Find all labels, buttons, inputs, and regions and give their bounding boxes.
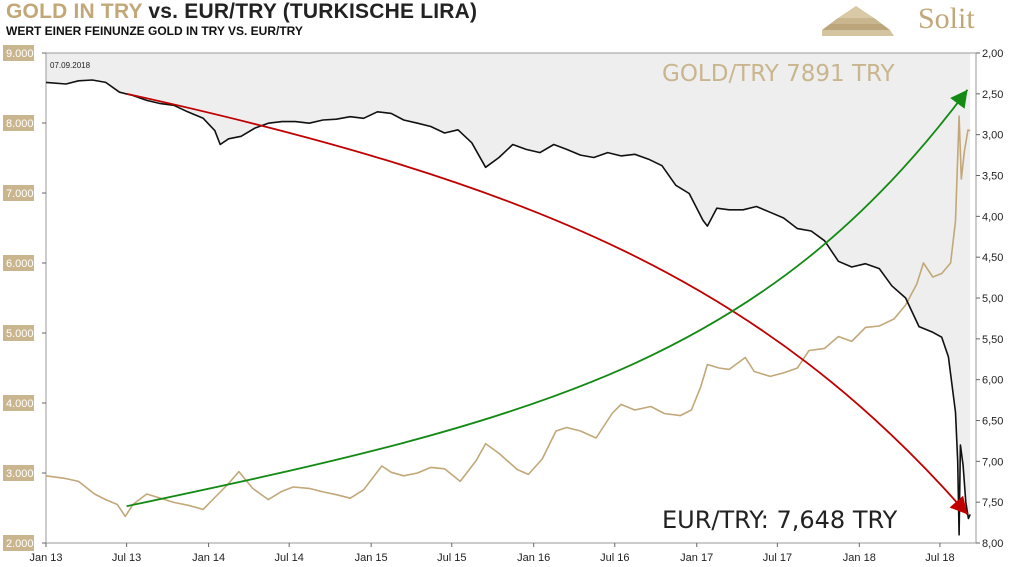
y-left-tick-label: 3.000 bbox=[6, 468, 34, 480]
y-right-tick-label: 2,50 bbox=[982, 89, 1003, 101]
y-left-tick-label: 8.000 bbox=[6, 118, 34, 130]
y-right-tick-label: 6,50 bbox=[982, 416, 1003, 428]
green-trend-arrow-head bbox=[950, 89, 968, 109]
y-right-tick-label: 3,00 bbox=[982, 130, 1003, 142]
date-stamp: 07.09.2018 bbox=[50, 61, 91, 70]
x-tick-label: Jan 15 bbox=[355, 552, 388, 564]
logo-text: Solit bbox=[918, 2, 975, 35]
y-left-tick-box bbox=[3, 395, 34, 411]
y-left-tick-label: 5.000 bbox=[6, 328, 34, 340]
red-trend-arrow bbox=[126, 92, 969, 515]
y-right-tick-label: 5,00 bbox=[982, 293, 1003, 305]
x-tick-label: Jul 17 bbox=[763, 552, 792, 564]
x-tick-label: Jul 13 bbox=[112, 552, 141, 564]
green-trend-arrow bbox=[126, 89, 969, 508]
y-right-tick-label: 8,00 bbox=[982, 538, 1003, 550]
y-left-tick-label: 9.000 bbox=[6, 48, 34, 60]
y-left-tick-label: 2.000 bbox=[6, 538, 34, 550]
y-right-tick-label: 7,50 bbox=[982, 497, 1003, 509]
x-tick-label: Jan 18 bbox=[843, 552, 876, 564]
y-left-tick-label: 6.000 bbox=[6, 258, 34, 270]
y-left-tick-box bbox=[3, 255, 34, 271]
title-rest-part: vs. EUR/TRY (TURKISCHE LIRA) bbox=[148, 0, 478, 23]
y-left-tick-box bbox=[3, 325, 34, 341]
chart-subtitle: WERT EINER FEINUNZE GOLD IN TRY VS. EUR/… bbox=[6, 24, 303, 38]
title-gold-part: GOLD IN TRY bbox=[6, 0, 143, 23]
x-tick-label: Jul 18 bbox=[925, 552, 954, 564]
y-right-tick-label: 2,00 bbox=[982, 48, 1003, 60]
y-right-tick-label: 4,00 bbox=[982, 211, 1003, 223]
y-right-tick-label: 5,50 bbox=[982, 334, 1003, 346]
eur-value-label: EUR/TRY: 7,648 TRY bbox=[662, 506, 898, 534]
x-tick-label: Jan 13 bbox=[29, 552, 62, 564]
x-tick-label: Jul 14 bbox=[275, 552, 304, 564]
shaded-area bbox=[46, 53, 971, 535]
y-right-tick-label: 4,50 bbox=[982, 252, 1003, 264]
y-left-tick-label: 4.000 bbox=[6, 398, 34, 410]
y-right-tick-label: 3,50 bbox=[982, 171, 1003, 183]
x-tick-label: Jul 15 bbox=[437, 552, 466, 564]
y-right-tick-label: 7,00 bbox=[982, 456, 1003, 468]
chart-title: GOLD IN TRY vs. EUR/TRY (TURKISCHE LIRA) bbox=[6, 0, 477, 24]
y-left-tick-box bbox=[3, 45, 34, 61]
y-left-tick-box bbox=[3, 535, 34, 551]
x-tick-label: Jan 17 bbox=[680, 552, 713, 564]
x-tick-label: Jan 16 bbox=[517, 552, 550, 564]
y-left-tick-box bbox=[3, 115, 34, 131]
red-trend-arrow-head bbox=[949, 495, 968, 515]
x-tick-label: Jul 16 bbox=[600, 552, 629, 564]
eur-try-line bbox=[45, 79, 971, 536]
y-left-tick-box bbox=[3, 465, 34, 481]
x-tick-label: Jan 14 bbox=[192, 552, 225, 564]
y-right-tick-label: 6,00 bbox=[982, 375, 1003, 387]
y-left-tick-label: 7.000 bbox=[6, 188, 34, 200]
gold-try-line bbox=[45, 115, 971, 518]
y-left-tick-box bbox=[3, 185, 34, 201]
solit-logo-icon bbox=[822, 6, 894, 36]
gold-value-label: GOLD/TRY 7891 TRY bbox=[662, 61, 896, 87]
